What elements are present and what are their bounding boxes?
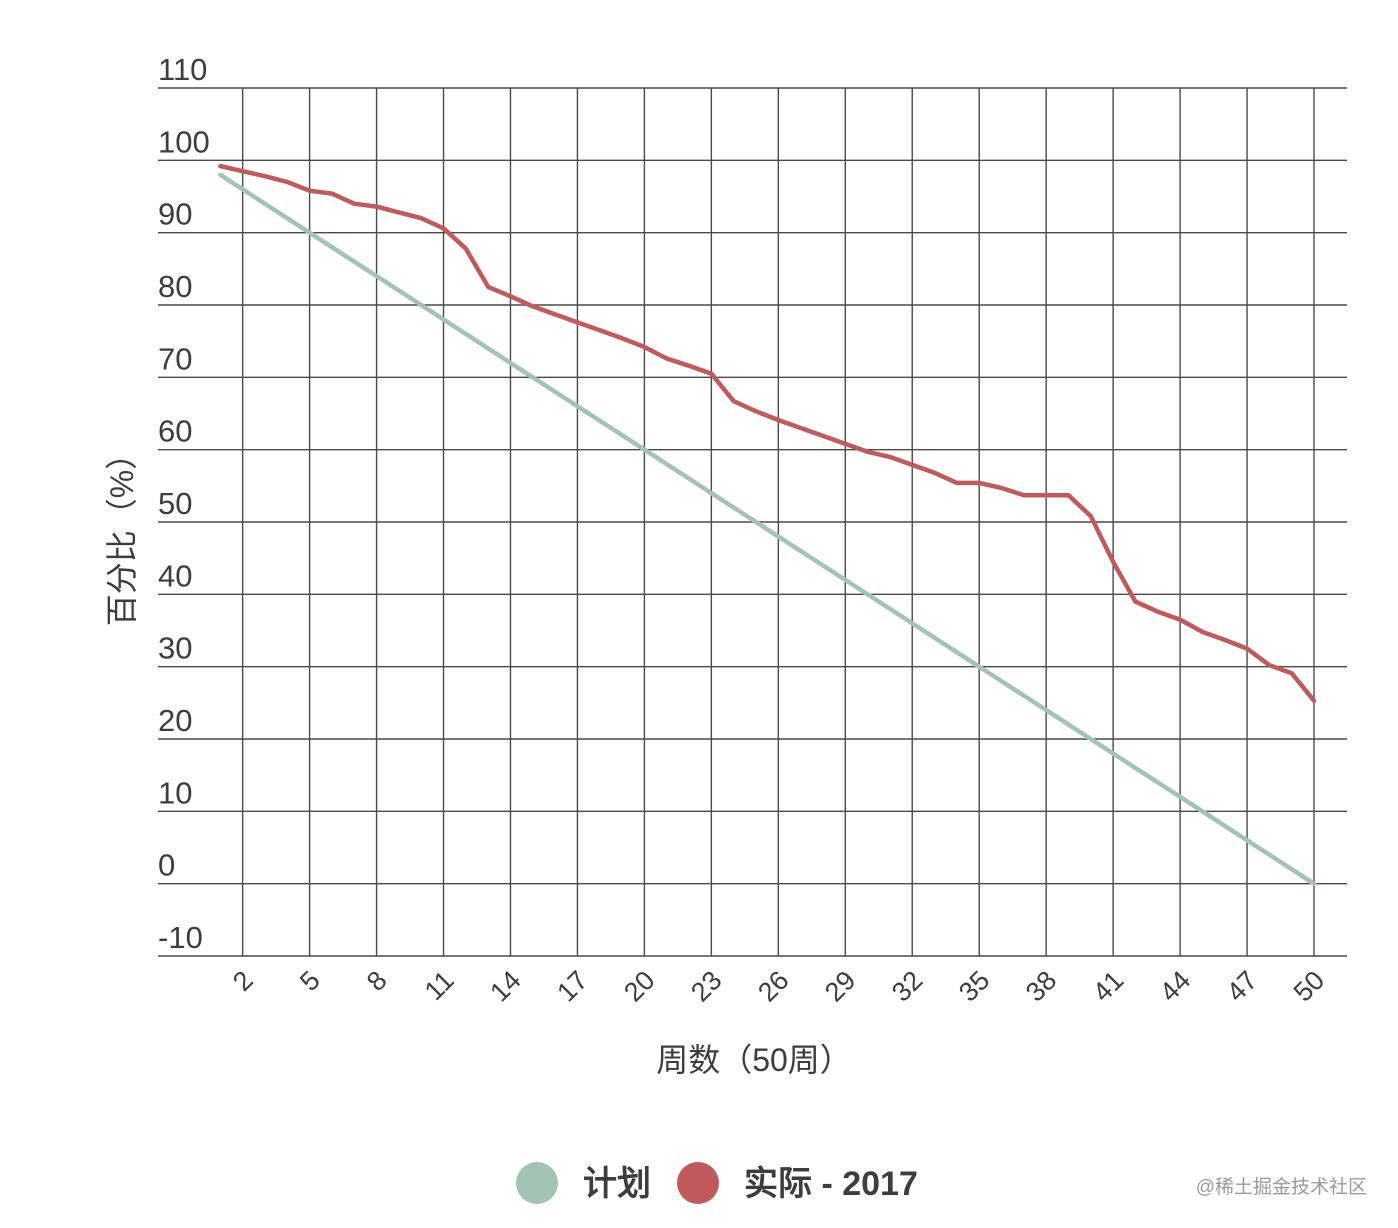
y-tick-label: 0 <box>158 848 175 883</box>
y-tick-label: -10 <box>158 920 203 955</box>
series-lines <box>218 163 1317 886</box>
x-tick-label: 20 <box>618 965 660 1007</box>
legend-label-actual: 实际 - 2017 <box>744 1165 918 1203</box>
y-tick-label: 10 <box>158 775 192 810</box>
watermark: @稀土掘金技术社区 <box>1196 1176 1367 1198</box>
x-tick-label: 47 <box>1221 965 1263 1007</box>
series-line-actual <box>218 163 1317 703</box>
x-tick-label: 50 <box>1288 965 1330 1007</box>
x-tick-labels: 2 5 8 11 14 17 20 23 26 29 32 35 38 41 44 47 50 <box>227 965 1330 1007</box>
x-tick-label: 35 <box>953 965 995 1007</box>
x-tick-label: 8 <box>361 965 393 997</box>
y-tick-label: 20 <box>158 703 192 738</box>
x-tick-label: 14 <box>484 965 526 1007</box>
y-tick-label: 90 <box>158 197 192 232</box>
legend-marker-actual <box>677 1162 719 1204</box>
y-axis-label: 百分比（%） <box>104 438 140 626</box>
y-tick-label: 70 <box>158 341 192 376</box>
grid <box>158 87 1347 957</box>
x-tick-label: 29 <box>819 965 861 1007</box>
x-tick-label: 5 <box>294 965 326 997</box>
y-tick-label: 50 <box>158 486 192 521</box>
y-tick-label: 30 <box>158 631 192 666</box>
x-tick-label: 41 <box>1087 965 1129 1007</box>
x-tick-label: 2 <box>227 965 259 997</box>
x-tick-label: 17 <box>551 965 593 1007</box>
series-line-plan <box>218 172 1317 886</box>
x-tick-label: 11 <box>419 965 460 1006</box>
x-tick-label: 26 <box>752 965 794 1007</box>
x-tick-label: 23 <box>685 965 727 1007</box>
legend-marker-plan <box>516 1162 558 1204</box>
x-tick-label: 44 <box>1154 965 1196 1007</box>
y-tick-label: 110 <box>158 52 207 87</box>
y-tick-label: 80 <box>158 269 192 304</box>
legend-label-plan: 计划 <box>583 1165 651 1203</box>
y-tick-label: 40 <box>158 558 192 593</box>
x-tick-label: 32 <box>886 965 928 1007</box>
legend: 计划 实际 - 2017 <box>516 1162 918 1204</box>
y-tick-label: 100 <box>158 124 210 159</box>
x-tick-label: 38 <box>1020 965 1062 1007</box>
y-tick-label: 60 <box>158 414 192 449</box>
x-axis-label: 周数（50周） <box>656 1042 852 1078</box>
